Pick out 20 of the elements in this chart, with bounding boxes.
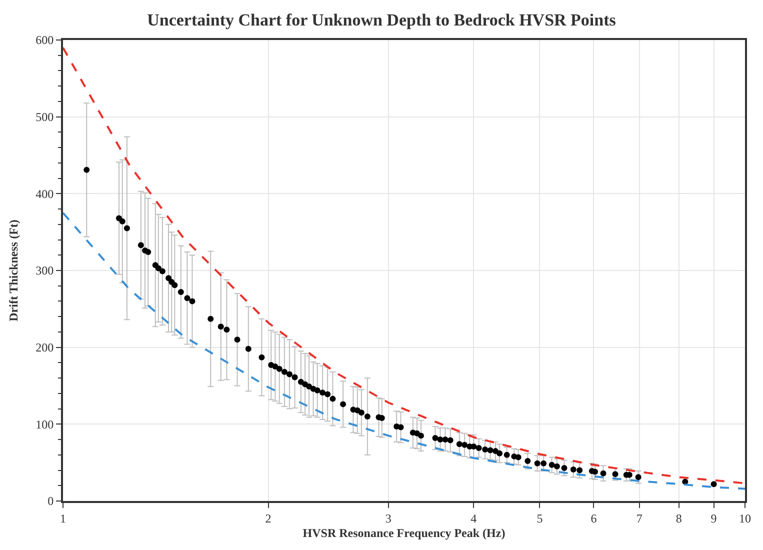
y-tick-label: 400 [36,186,54,201]
x-tick-label: 2 [265,511,272,526]
y-tick-label: 500 [36,110,54,124]
x-tick-label: 4 [470,511,477,526]
x-tick-label: 7 [636,511,642,526]
y-tick-label: 100 [36,417,54,432]
y-tick-label: 300 [36,264,54,278]
x-tick-label: 5 [536,511,543,526]
chart-title: Uncertainty Chart for Unknown Depth to Bedrock HVSR Points [147,10,616,30]
x-axis-title: HVSR Resonance Frequency Peak (Hz) [302,526,506,540]
y-tick-label: 0 [48,494,54,508]
x-tick-label: 6 [590,511,597,526]
y-tick-label: 200 [36,340,54,355]
x-tick-label: 3 [385,511,392,526]
x-tick-label: 10 [739,511,751,526]
x-tick-label: 9 [710,511,717,526]
y-axis-title: Drift Thickness (Ft) [6,220,20,322]
x-tick-label: 1 [60,511,66,526]
y-tick-label: 600 [36,33,54,48]
x-tick-label: 8 [676,511,682,526]
